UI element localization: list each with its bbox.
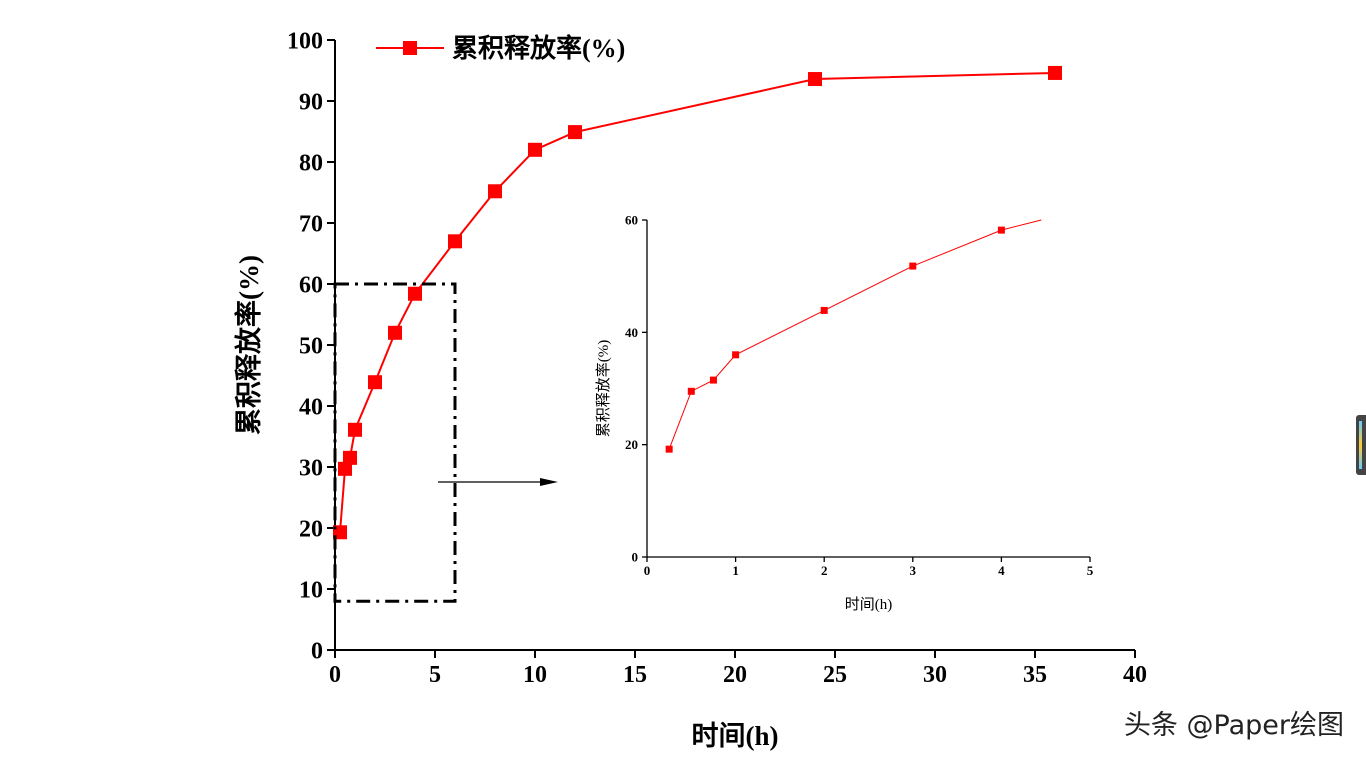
side-scroll-widget[interactable]	[1356, 415, 1366, 475]
data-point	[338, 461, 352, 476]
y-tick-label: 20	[625, 437, 638, 452]
data-point	[820, 306, 828, 314]
x-tick-label: 4	[998, 563, 1005, 578]
data-point	[528, 142, 542, 157]
y-axis-label: 累积释放率(%)	[233, 255, 264, 435]
x-tick-label: 0	[644, 563, 651, 578]
x-tick-label: 30	[923, 662, 947, 688]
x-tick-label: 1	[732, 563, 739, 578]
y-tick-label: 0	[632, 550, 639, 565]
y-tick-label: 60	[625, 213, 638, 228]
data-point	[997, 226, 1005, 234]
y-tick-label: 0	[311, 638, 323, 664]
data-point	[709, 376, 717, 384]
data-point	[808, 72, 822, 87]
data-point	[388, 325, 402, 340]
x-axis-label: 时间(h)	[845, 596, 893, 613]
zoom-box	[333, 282, 457, 603]
data-point	[368, 375, 382, 390]
data-point	[687, 387, 695, 395]
y-tick-label: 100	[287, 28, 323, 54]
data-point	[343, 450, 357, 465]
data-point	[909, 262, 917, 270]
y-tick-label: 50	[299, 333, 323, 359]
x-tick-label: 2	[821, 563, 828, 578]
y-tick-label: 30	[299, 455, 323, 481]
data-point	[568, 125, 582, 140]
y-tick-label: 20	[299, 516, 323, 542]
y-tick-label: 90	[299, 89, 323, 115]
x-tick-label: 10	[523, 662, 547, 688]
data-point	[665, 445, 673, 453]
x-tick-label: 40	[1123, 662, 1147, 688]
legend-label: 累积释放率(%)	[452, 33, 625, 63]
series-line	[339, 71, 1056, 533]
data-point	[1048, 65, 1062, 80]
data-point	[732, 351, 740, 359]
x-tick-label: 3	[910, 563, 917, 578]
data-point	[408, 286, 422, 301]
legend-marker	[403, 41, 417, 55]
zoom-arrow-head	[540, 478, 558, 486]
x-axis-label: 时间(h)	[692, 721, 779, 751]
x-tick-label: 20	[723, 662, 747, 688]
y-tick-label: 60	[299, 272, 323, 298]
x-tick-label: 5	[1087, 563, 1094, 578]
data-point	[448, 234, 462, 249]
y-tick-label: 70	[299, 211, 323, 237]
y-tick-label: 80	[299, 150, 323, 176]
y-axis-label: 累积释放率(%)	[595, 340, 612, 438]
x-tick-label: 35	[1023, 662, 1047, 688]
x-tick-label: 25	[823, 662, 847, 688]
y-tick-label: 10	[299, 577, 323, 603]
x-tick-label: 15	[623, 662, 647, 688]
data-point	[488, 184, 502, 199]
y-tick-label: 40	[625, 325, 638, 340]
y-tick-label: 40	[299, 394, 323, 420]
x-tick-label: 5	[429, 662, 441, 688]
x-tick-label: 0	[329, 662, 341, 688]
data-point	[348, 422, 362, 437]
watermark: 头条 @Paper绘图	[1123, 710, 1344, 741]
series-line	[668, 219, 1042, 450]
